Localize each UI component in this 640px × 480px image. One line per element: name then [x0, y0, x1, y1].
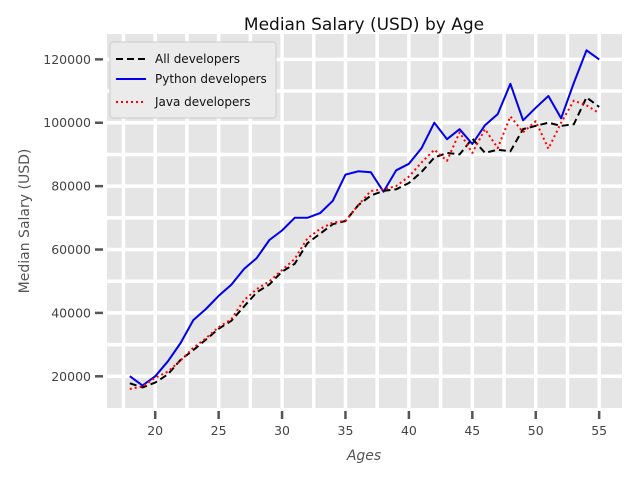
y-tick-label: 60000 [51, 242, 91, 257]
y-ticks: 20000 40000 60000 80000 100000 120000 [43, 52, 103, 384]
chart-title: Median Salary (USD) by Age [244, 15, 484, 35]
x-tick-label: 55 [591, 423, 607, 438]
series-lines [129, 49, 600, 390]
legend-label-java: Java developers [154, 95, 251, 109]
x-tick-label: 40 [401, 423, 417, 438]
y-axis-label: Median Salary (USD) [17, 149, 33, 294]
y-tick-label: 120000 [43, 52, 91, 67]
series-line-all-developers [129, 96, 600, 389]
y-tick-label: 20000 [51, 369, 91, 384]
x-tick-label: 45 [464, 423, 480, 438]
y-tick-label: 40000 [51, 305, 91, 320]
x-tick-label: 50 [528, 423, 544, 438]
y-tick-label: 100000 [43, 115, 91, 130]
legend-label-python: Python developers [155, 72, 267, 86]
legend: All developers Python developers Java de… [109, 41, 277, 119]
legend-label-all: All developers [155, 52, 240, 66]
x-ticks: 20 25 30 35 40 45 50 55 [147, 411, 607, 438]
x-tick-label: 35 [338, 423, 354, 438]
y-tick-label: 80000 [51, 179, 91, 194]
x-axis-label: Ages [346, 448, 381, 464]
legend-box [109, 41, 277, 119]
x-tick-label: 20 [147, 423, 163, 438]
x-tick-label: 30 [274, 423, 290, 438]
series-line-python-developers [129, 49, 600, 387]
series-line-java-developers [129, 99, 600, 390]
x-tick-label: 25 [211, 423, 227, 438]
